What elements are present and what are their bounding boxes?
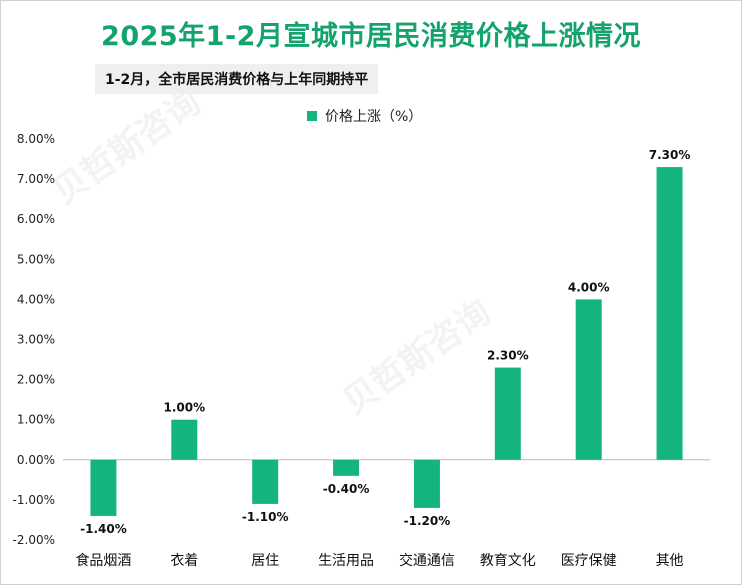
legend: 价格上涨（%） — [307, 106, 422, 126]
y-tick-label: -2.00% — [13, 533, 55, 547]
y-tick-label: 1.00% — [17, 413, 55, 427]
y-tick-label: 5.00% — [17, 252, 55, 266]
x-tick-label: 生活用品 — [318, 553, 374, 569]
bar — [413, 459, 440, 508]
bar — [252, 459, 279, 504]
x-tick-label: 交通通信 — [399, 552, 455, 569]
bar — [90, 459, 117, 516]
data-label: -1.10% — [242, 510, 289, 524]
x-tick-label: 衣着 — [170, 553, 198, 569]
bar — [656, 167, 683, 460]
bar — [333, 459, 360, 476]
legend-swatch — [307, 111, 317, 121]
legend-label: 价格上涨（%） — [325, 109, 423, 125]
x-tick-label: 医疗保健 — [561, 553, 617, 569]
y-tick-label: 4.00% — [17, 292, 55, 306]
y-tick-label: 0.00% — [17, 453, 55, 467]
bar — [575, 299, 602, 460]
data-label: -1.20% — [404, 514, 451, 528]
y-tick-label: 2.00% — [17, 373, 55, 387]
y-tick-label: 6.00% — [17, 212, 55, 226]
bar — [171, 419, 198, 460]
chart-subtitle: 1-2月，全市居民消费价格与上年同期持平 — [95, 64, 379, 94]
data-label: 2.30% — [487, 349, 529, 363]
data-label: -1.40% — [80, 522, 127, 536]
y-tick-label: 7.00% — [17, 172, 55, 186]
bar — [494, 367, 521, 460]
y-tick-label: -1.00% — [13, 493, 55, 507]
x-tick-label: 教育文化 — [480, 553, 536, 569]
y-tick-label: 3.00% — [17, 333, 55, 347]
x-tick-label: 食品烟酒 — [75, 552, 131, 569]
x-tick-label: 其他 — [656, 553, 684, 569]
x-tick-label: 居住 — [251, 553, 279, 569]
data-label: 4.00% — [568, 280, 610, 294]
chart-title: 2025年1-2月宣城市居民消费价格上涨情况 — [101, 21, 641, 52]
data-label: -0.40% — [323, 482, 370, 496]
data-label: 1.00% — [163, 401, 205, 415]
y-tick-label: 8.00% — [17, 132, 55, 146]
data-label: 7.30% — [649, 148, 691, 162]
